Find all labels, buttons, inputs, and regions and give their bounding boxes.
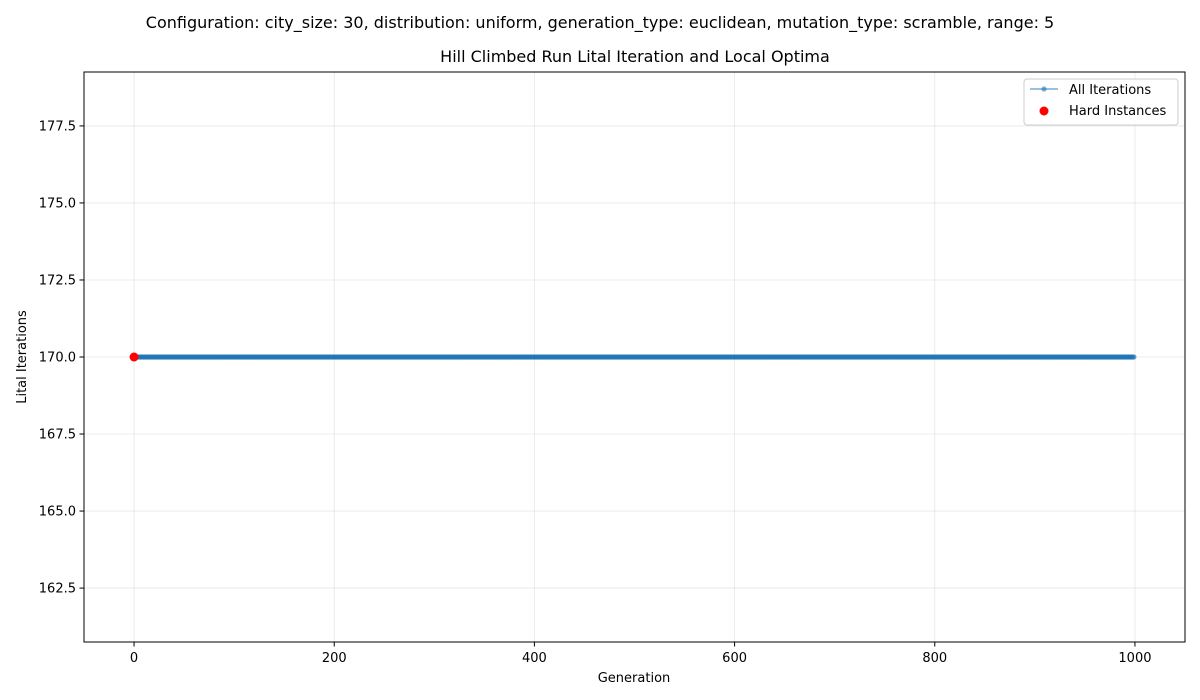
y-tick-label: 167.5 [39,428,76,443]
y-axis-label: Lital Iterations [15,310,30,404]
data-point-hard-instance [129,352,139,362]
chart-suptitle: Configuration: city_size: 30, distributi… [146,13,1054,33]
y-tick-label: 165.0 [39,505,76,520]
y-tick-label: 162.5 [39,582,76,597]
y-tick-label: 175.0 [39,196,76,211]
legend: All Iterations Hard Instances [1023,78,1179,126]
legend-marker-hard-instances [1039,106,1049,116]
legend-label-all-iterations: All Iterations [1069,83,1151,98]
data-point-all-iterations [1131,354,1137,360]
series-markers-all-iterations [131,354,1137,360]
y-tick-label: 170.0 [39,351,76,366]
x-tick-label: 1000 [1118,651,1151,666]
legend-box [1023,78,1179,126]
x-tick-label: 400 [522,651,547,666]
chart-title: Hill Climbed Run Lital Iteration and Loc… [440,47,830,66]
x-tick-label: 800 [922,651,947,666]
y-axis-ticks: 162.5 165.0 167.5 170.0 172.5 175.0 177.5 [39,119,84,597]
x-tick-label: 0 [130,651,138,666]
legend-marker-all-iterations [1041,86,1047,92]
x-tick-label: 200 [322,651,347,666]
data-layer [129,352,1137,362]
y-tick-label: 172.5 [39,273,76,288]
y-tick-label: 177.5 [39,119,76,134]
x-axis-label: Generation [598,671,671,686]
x-axis-ticks: 0 200 400 600 800 1000 [130,642,1152,666]
x-tick-label: 600 [722,651,747,666]
legend-label-hard-instances: Hard Instances [1069,104,1167,119]
